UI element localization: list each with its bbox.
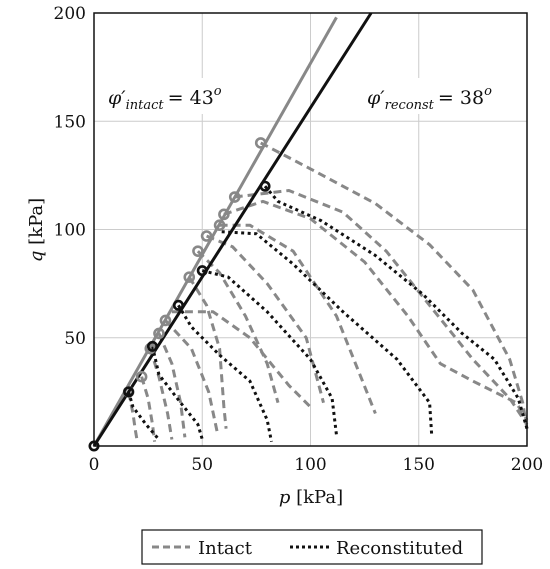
legend-label-intact: Intact [198, 538, 253, 559]
peak-marker-intact [159, 314, 172, 327]
stress-path-reconstituted [127, 391, 161, 441]
stress-paths [127, 141, 529, 442]
plot-frame [93, 12, 528, 447]
annotation-intact-angle: φ′intact = 43o [104, 78, 250, 114]
peak-marker-reconstituted [172, 299, 184, 311]
failure-line-intact [92, 16, 338, 447]
x-tick-label: 0 [89, 455, 100, 475]
legend-box [141, 529, 483, 565]
stress-path-intact [164, 319, 219, 434]
stress-path-intact [196, 250, 280, 404]
peak-marker-intact [183, 271, 196, 283]
peak-marker-reconstituted [146, 340, 158, 352]
x-tick-label: 100 [294, 455, 326, 475]
peak-marker-reconstituted [123, 386, 135, 398]
y-tick-label: 150 [54, 112, 86, 132]
x-tick-label: 50 [191, 455, 213, 475]
stress-path-intact [127, 391, 139, 442]
stress-path-intact [234, 189, 529, 426]
peak-marker-intact [200, 230, 213, 242]
x-axis-title: p [kPa] [279, 487, 343, 508]
svg-text:φ′reconst= 38o: φ′reconst = 38o [367, 84, 492, 113]
annotation-reconstituted-angle: φ′reconst = 38o [364, 78, 506, 114]
stress-path-reconstituted [263, 185, 529, 430]
stress-path-reconstituted [177, 304, 273, 442]
x-tick-label: 200 [511, 455, 543, 475]
legend: Intact Reconstituted [141, 529, 483, 565]
stress-path-intact [157, 332, 187, 438]
peak-marker-intact [153, 327, 165, 340]
x-tick-label: 150 [403, 455, 435, 475]
stress-path-reconstituted [201, 269, 338, 436]
peak-marker-intact [228, 191, 241, 203]
stress-path-reconstituted [221, 230, 434, 436]
peak-marker-intact [192, 245, 204, 257]
y-tick-label: 50 [64, 329, 86, 349]
peak-marker-reconstituted [259, 180, 271, 192]
failure-line-reconstituted [92, 12, 373, 447]
y-tick-labels: 50 100 150 200 [54, 4, 86, 349]
stress-path-intact [140, 376, 157, 442]
peak-marker-intact [218, 208, 230, 221]
y-tick-label: 200 [54, 4, 86, 24]
x-tick-labels: 0 50 100 150 200 [89, 455, 544, 475]
stress-path-intact [188, 276, 228, 429]
peak-marker-reconstituted [196, 265, 208, 277]
peak-marker-intact [135, 370, 148, 383]
stress-path-intact [148, 348, 174, 440]
svg-text:φ′intact= 43o: φ′intact = 43o [108, 84, 222, 113]
stress-path-reconstituted [151, 346, 204, 440]
failure-lines [92, 12, 373, 447]
stress-path-intact [171, 310, 312, 409]
stress-path-intact [260, 141, 529, 429]
y-tick-label: 100 [54, 221, 86, 241]
peak-marker-intact [254, 137, 267, 149]
y-axis-title: q [kPa] [26, 198, 47, 262]
legend-label-reconstituted: Reconstituted [336, 538, 463, 559]
peak-marker-intact [213, 219, 226, 231]
stress-path-intact [223, 199, 529, 421]
